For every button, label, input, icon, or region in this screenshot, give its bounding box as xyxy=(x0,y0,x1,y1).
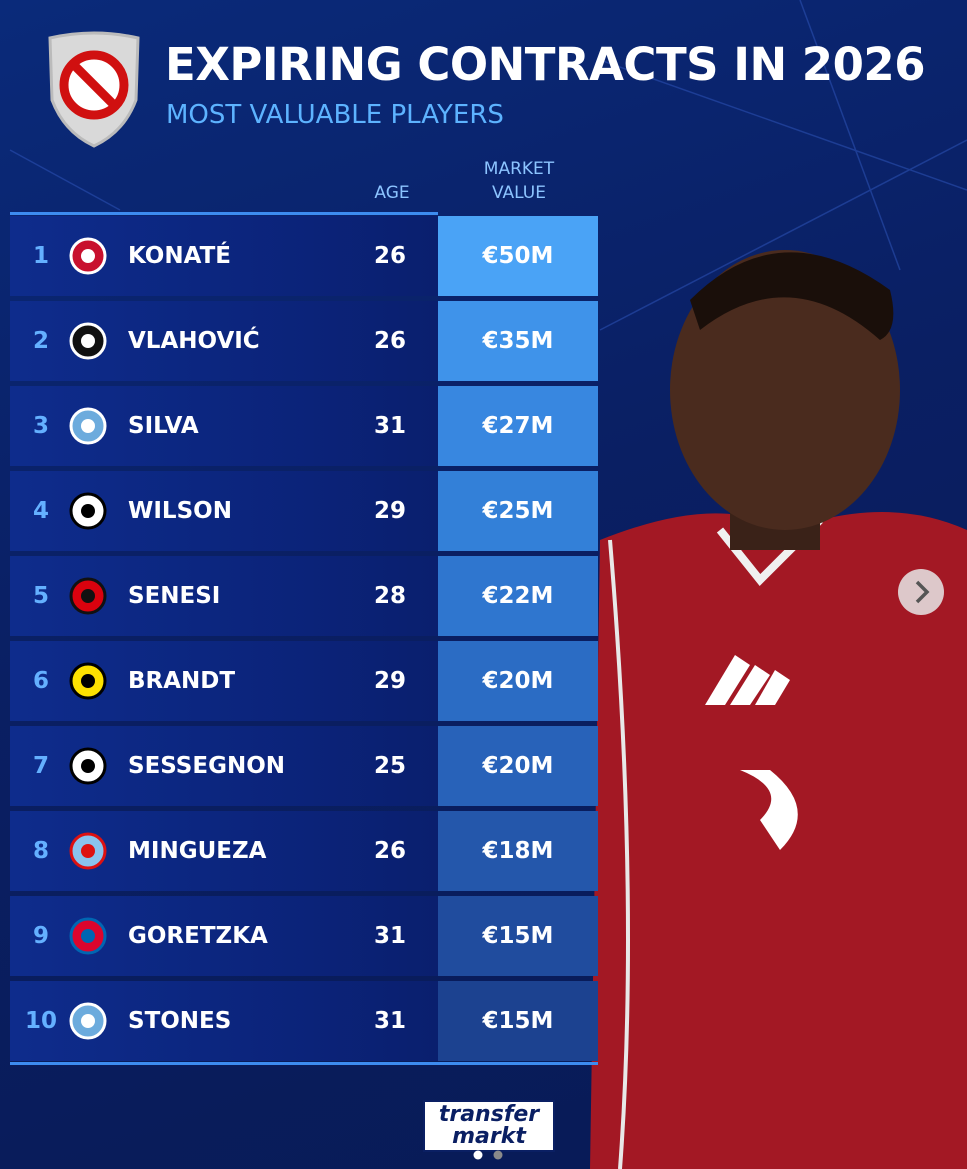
brand-logo: transfer markt xyxy=(423,1100,555,1152)
divider xyxy=(10,1062,598,1065)
player-name: SILVA xyxy=(128,413,199,439)
market-value: €35M xyxy=(438,301,598,381)
table-row: 1 KONATÉ 26 xyxy=(10,216,438,296)
player-name: MINGUEZA xyxy=(128,838,267,864)
player-name: KONATÉ xyxy=(128,243,232,269)
rank: 8 xyxy=(32,838,49,864)
table-row: 10 STONES 31 xyxy=(10,981,438,1061)
age: 29 xyxy=(373,498,406,524)
logo-text: transfer xyxy=(438,1102,540,1127)
club-badge xyxy=(69,492,107,530)
rank: 1 xyxy=(32,243,49,269)
carousel-dots xyxy=(473,1150,503,1160)
rank: 4 xyxy=(32,498,49,524)
rank: 3 xyxy=(32,413,49,439)
market-value: €20M xyxy=(438,641,598,721)
market-value: €20M xyxy=(438,726,598,806)
subtitle: MOST VALUABLE PLAYERS xyxy=(166,100,504,130)
club-badge xyxy=(69,237,107,275)
age: 31 xyxy=(373,1008,406,1034)
rank: 7 xyxy=(32,753,49,779)
club-badge xyxy=(69,917,107,955)
player-name: SENESI xyxy=(128,583,221,609)
rank: 5 xyxy=(32,583,49,609)
age: 31 xyxy=(373,923,406,949)
market-value: €25M xyxy=(438,471,598,551)
market-value: €22M xyxy=(438,556,598,636)
market-value: €15M xyxy=(438,896,598,976)
market-value: €27M xyxy=(438,386,598,466)
age: 29 xyxy=(373,668,406,694)
player-head xyxy=(670,250,900,530)
rank: 2 xyxy=(32,328,49,354)
club-badge xyxy=(69,322,107,360)
logo-text: markt xyxy=(452,1124,526,1149)
table-row: 8 MINGUEZA 26 xyxy=(10,811,438,891)
age: 28 xyxy=(373,583,406,609)
column-header: MARKET VALUE xyxy=(483,159,555,203)
market-value: €50M xyxy=(438,216,598,296)
club-badge xyxy=(69,662,107,700)
table-row: 3 SILVA 31 xyxy=(10,386,438,466)
club-badge xyxy=(69,747,107,785)
rank: 10 xyxy=(24,1008,57,1034)
divider xyxy=(10,212,438,215)
next-button[interactable] xyxy=(896,568,946,618)
market-value: €18M xyxy=(438,811,598,891)
market-value: €15M xyxy=(438,981,598,1061)
table-row: 4 WILSON 29 xyxy=(10,471,438,551)
player-name: SESSEGNON xyxy=(128,753,286,779)
club-badge xyxy=(69,1002,107,1040)
shield-icon xyxy=(48,31,140,148)
table-row: 2 VLAHOVIĆ 26 xyxy=(10,301,438,381)
player-name: GORETZKA xyxy=(128,923,268,949)
club-badge xyxy=(69,832,107,870)
table-row: 5 SENESI 28 xyxy=(10,556,438,636)
player-name: WILSON xyxy=(128,498,232,524)
age: 26 xyxy=(373,328,406,354)
club-badge xyxy=(69,407,107,445)
club-badge xyxy=(69,577,107,615)
age: 31 xyxy=(373,413,406,439)
table-row: 7 SESSEGNON 25 xyxy=(10,726,438,806)
column-header: AGE xyxy=(374,183,410,203)
age: 26 xyxy=(373,243,406,269)
age: 25 xyxy=(373,753,406,779)
kit-badge xyxy=(705,655,798,850)
rank: 9 xyxy=(32,923,49,949)
table-row: 6 BRANDT 29 xyxy=(10,641,438,721)
age: 26 xyxy=(373,838,406,864)
player-name: VLAHOVIĆ xyxy=(128,328,260,354)
player-name: STONES xyxy=(128,1008,232,1034)
rank: 6 xyxy=(32,668,49,694)
title: EXPIRING CONTRACTS IN 2026 xyxy=(165,38,926,91)
player-name: BRANDT xyxy=(128,668,236,694)
table-row: 9 GORETZKA 31 xyxy=(10,896,438,976)
